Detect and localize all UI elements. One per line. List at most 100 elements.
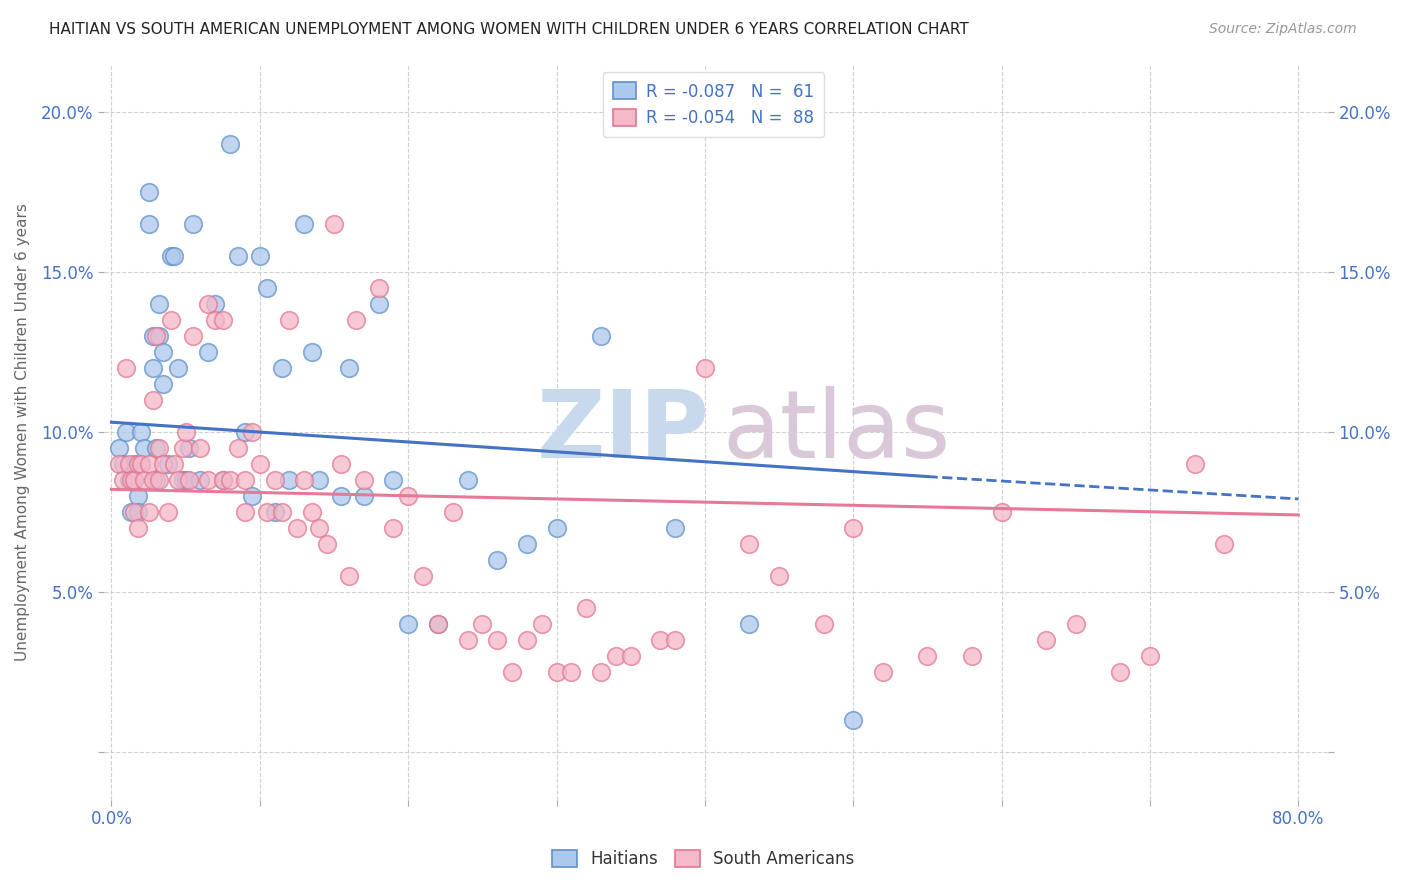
- Point: [142, 392, 165, 407]
- Point: [323, 217, 346, 231]
- Point: [990, 505, 1012, 519]
- Point: [367, 281, 389, 295]
- Point: [1064, 616, 1087, 631]
- Point: [344, 313, 367, 327]
- Point: [204, 297, 226, 311]
- Point: [112, 473, 135, 487]
- Point: [204, 313, 226, 327]
- Point: [233, 425, 256, 439]
- Point: [112, 457, 135, 471]
- Point: [219, 473, 242, 487]
- Point: [591, 665, 613, 679]
- Point: [501, 665, 523, 679]
- Point: [591, 329, 613, 343]
- Point: [132, 441, 155, 455]
- Point: [382, 473, 405, 487]
- Point: [115, 425, 138, 439]
- Point: [664, 632, 686, 647]
- Point: [138, 185, 160, 199]
- Point: [263, 473, 285, 487]
- Point: [292, 473, 315, 487]
- Point: [330, 457, 353, 471]
- Point: [120, 473, 142, 487]
- Point: [308, 521, 330, 535]
- Point: [605, 648, 627, 663]
- Point: [211, 313, 233, 327]
- Point: [163, 457, 186, 471]
- Point: [138, 217, 160, 231]
- Point: [546, 521, 568, 535]
- Point: [120, 505, 142, 519]
- Point: [118, 457, 141, 471]
- Point: [177, 473, 200, 487]
- Point: [842, 521, 865, 535]
- Point: [181, 217, 204, 231]
- Point: [197, 473, 219, 487]
- Point: [156, 505, 179, 519]
- Point: [233, 505, 256, 519]
- Point: [172, 441, 194, 455]
- Point: [271, 505, 294, 519]
- Point: [516, 632, 538, 647]
- Point: [960, 648, 983, 663]
- Point: [145, 329, 167, 343]
- Point: [872, 665, 894, 679]
- Point: [560, 665, 582, 679]
- Point: [530, 616, 553, 631]
- Point: [382, 521, 405, 535]
- Point: [108, 457, 131, 471]
- Point: [138, 457, 160, 471]
- Point: [127, 489, 149, 503]
- Point: [122, 473, 145, 487]
- Point: [138, 505, 160, 519]
- Point: [620, 648, 643, 663]
- Point: [315, 537, 337, 551]
- Point: [486, 552, 509, 566]
- Point: [148, 441, 170, 455]
- Point: [486, 632, 509, 647]
- Point: [256, 505, 278, 519]
- Point: [308, 473, 330, 487]
- Point: [129, 457, 152, 471]
- Point: [285, 521, 308, 535]
- Text: HAITIAN VS SOUTH AMERICAN UNEMPLOYMENT AMONG WOMEN WITH CHILDREN UNDER 6 YEARS C: HAITIAN VS SOUTH AMERICAN UNEMPLOYMENT A…: [49, 22, 969, 37]
- Point: [1213, 537, 1236, 551]
- Point: [457, 632, 479, 647]
- Point: [219, 136, 242, 151]
- Point: [330, 489, 353, 503]
- Point: [249, 249, 271, 263]
- Text: ZIP: ZIP: [537, 386, 710, 478]
- Point: [190, 441, 212, 455]
- Point: [233, 473, 256, 487]
- Point: [1109, 665, 1132, 679]
- Point: [278, 473, 301, 487]
- Point: [159, 249, 181, 263]
- Point: [396, 616, 419, 631]
- Point: [842, 713, 865, 727]
- Point: [242, 489, 264, 503]
- Point: [263, 505, 285, 519]
- Point: [142, 329, 165, 343]
- Y-axis label: Unemployment Among Women with Children Under 6 years: Unemployment Among Women with Children U…: [15, 202, 30, 661]
- Point: [256, 281, 278, 295]
- Point: [108, 441, 131, 455]
- Text: Source: ZipAtlas.com: Source: ZipAtlas.com: [1209, 22, 1357, 37]
- Point: [1139, 648, 1161, 663]
- Point: [441, 505, 464, 519]
- Point: [575, 600, 598, 615]
- Point: [693, 360, 716, 375]
- Point: [211, 473, 233, 487]
- Point: [148, 329, 170, 343]
- Text: atlas: atlas: [723, 386, 950, 478]
- Point: [396, 489, 419, 503]
- Point: [127, 457, 149, 471]
- Point: [177, 441, 200, 455]
- Point: [181, 329, 204, 343]
- Point: [337, 568, 360, 582]
- Point: [122, 505, 145, 519]
- Point: [122, 457, 145, 471]
- Point: [174, 425, 197, 439]
- Point: [664, 521, 686, 535]
- Point: [768, 568, 790, 582]
- Point: [129, 425, 152, 439]
